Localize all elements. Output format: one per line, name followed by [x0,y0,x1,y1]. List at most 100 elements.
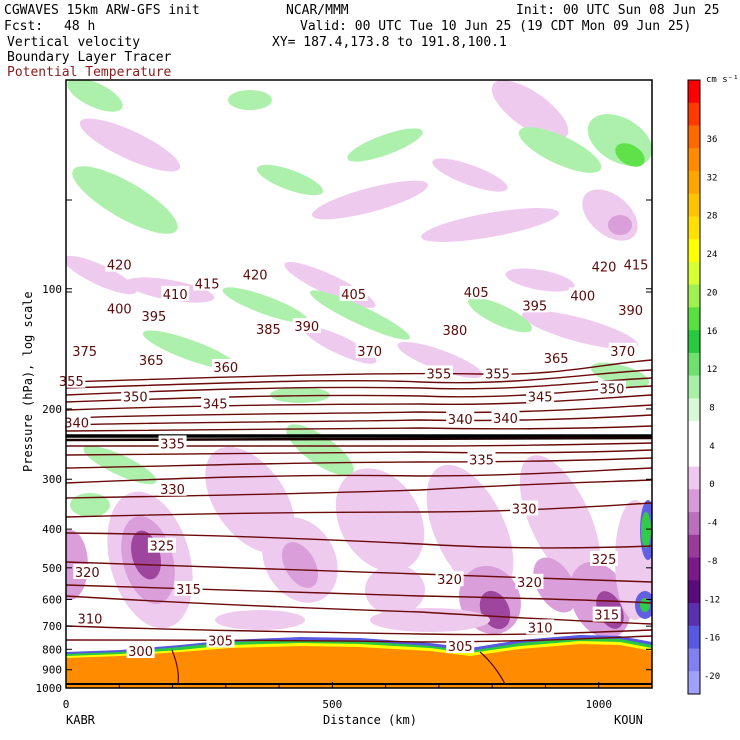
theta-label-bg [491,410,520,426]
theta-label-bg [608,342,637,358]
theta-label-bg [121,388,150,404]
colorbar-swatch [688,398,700,422]
theta-label-bg [147,537,176,553]
y-tick-label: 1000 [36,682,63,695]
terrain-fill [66,644,652,688]
theta-label-bg [105,256,134,272]
theta-label: 310 [78,613,103,628]
colorbar-swatch [688,580,700,604]
x-axis-title: Distance (km) [323,713,417,727]
theta-label: 405 [464,286,489,301]
theta-label-bg [105,300,134,316]
x-tick-label: 500 [322,698,342,711]
theta-label: 390 [618,304,643,319]
colorbar-swatch [688,443,700,468]
theta-label-bg [70,342,99,358]
theta-label: 400 [570,290,595,305]
colorbar-swatch [688,534,700,559]
x-tick-label: 0 [63,698,70,711]
colorbar-tick-label: 0 [709,480,714,490]
theta-label: 420 [107,259,132,274]
colorbar-swatch [688,284,700,308]
theta-label-bg [568,287,597,303]
colorbar-swatch [688,170,700,195]
colorbar-tick-label: -16 [704,634,720,644]
theta-label: 320 [437,573,462,588]
theta-label: 340 [448,413,473,428]
theta-label: 305 [448,640,473,655]
colorbar-swatch [688,102,700,126]
theta-label-bg [158,480,187,496]
colorbar-tick-label: 8 [709,404,714,414]
theta-label: 420 [592,261,617,276]
theta-label: 345 [528,390,553,405]
theta-label: 390 [294,320,319,335]
theta-label: 335 [469,454,494,469]
theta-label-bg [139,307,168,323]
theta-label: 375 [72,345,97,360]
theta-label-bg [435,571,464,587]
theta-label-bg [62,414,91,430]
y-tick-label: 400 [42,523,62,536]
theta-label-bg [446,638,475,654]
colorbar-swatch [688,239,700,263]
y-axis-title: Pressure (hPa), log scale [21,291,35,472]
theta-label: 340 [493,412,518,427]
theta-label-bg [174,581,203,597]
colorbar-tick-label: 12 [707,365,718,375]
theta-label: 415 [624,259,649,274]
theta-label-bg [616,301,645,317]
theta-label: 355 [485,367,510,382]
theta-label-bg [592,606,621,622]
colorbar-swatch [688,307,700,331]
theta-label: 355 [426,367,451,382]
y-tick-label: 200 [42,403,62,416]
colorbar-swatch [688,216,700,240]
colorbar-tick-label: 16 [707,327,718,337]
theta-label: 420 [243,268,268,283]
theta-label: 360 [213,361,238,376]
theta-label-bg [355,342,384,358]
colorbar-unit: cm s⁻¹ [706,75,739,85]
theta-label: 410 [163,288,188,303]
theta-label-bg [201,395,230,411]
y-tick-label: 100 [42,283,62,296]
x-tick-label: 1000 [585,698,612,711]
colorbar-tick-label: 4 [709,442,714,452]
field-vertical-velocity: Vertical velocity [7,35,141,50]
theta-label: 395 [522,299,547,314]
theta-label-bg [158,435,187,451]
colorbar-swatch [688,352,700,377]
theta-label: 345 [203,398,228,413]
theta-label-bg [241,266,270,282]
y-tick-label: 800 [42,643,62,656]
theta-label: 370 [357,345,382,360]
theta-label: 315 [176,583,201,598]
theta-label-bg [598,380,627,396]
theta-label: 325 [592,553,617,568]
colorbar-swatch [688,193,700,217]
theta-label: 325 [149,540,174,555]
right-station-label: KOUN [614,713,643,727]
theta-label-bg [467,451,496,467]
theta-label: 330 [160,483,185,498]
colorbar-tick-label: 36 [707,135,718,145]
theta-label: 355 [59,375,84,390]
colorbar-swatch [688,125,700,149]
colorbar-tick-label: -8 [707,557,718,567]
colorbar-tick-label: 20 [707,288,718,298]
theta-label-bg [137,352,166,368]
colorbar-swatch [688,148,700,172]
theta-label-bg [526,619,555,635]
theta-label: 340 [64,416,89,431]
colorbar-tick-label: 28 [707,212,718,222]
left-station-label: KABR [66,713,96,727]
theta-label: 405 [341,288,366,303]
theta-label-bg [339,285,368,301]
theta-label: 385 [256,323,281,338]
valid-time: Valid: 00 UTC Tue 10 Jun 25 (19 CDT Mon … [300,19,692,34]
y-tick-label: 500 [42,562,62,575]
theta-label-group: 420 415 420 420 415 410 405 405 400 400 395 390 395 3… [57,256,651,660]
